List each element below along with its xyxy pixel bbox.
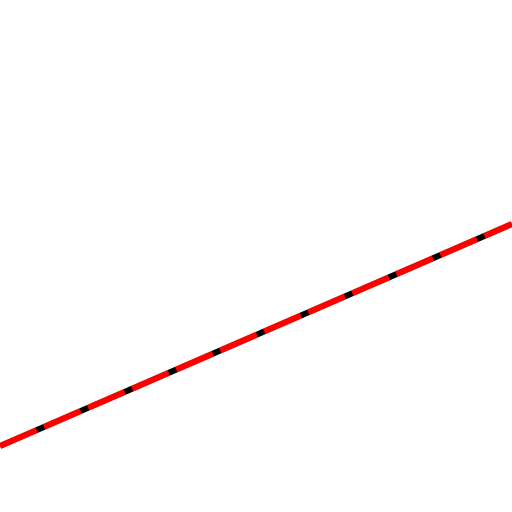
red-dashed-overlay-line bbox=[0, 221, 512, 449]
